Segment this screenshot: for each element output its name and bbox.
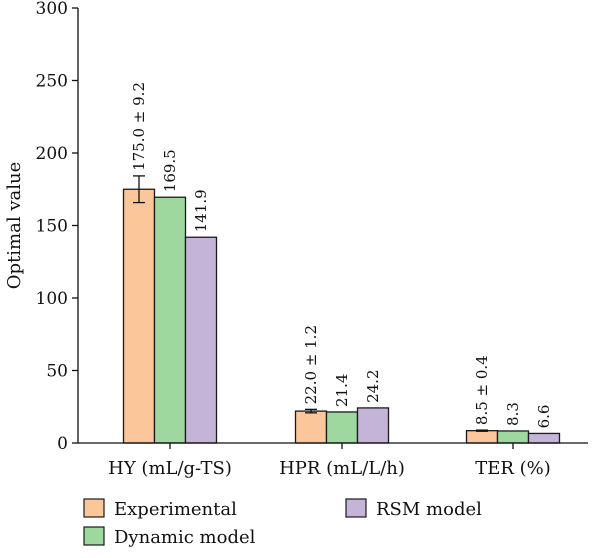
legend-swatch [345,498,367,518]
data-label: 141.9 [192,189,210,232]
data-label: 175.0 ± 9.2 [130,82,148,171]
legend-swatch [83,498,105,518]
legend-swatch [83,526,105,546]
data-labels-layer: 175.0 ± 9.2 22.0 ± 1.2 8.5 ± 0.4 169.5 21.4 8… [130,82,553,428]
data-label: 6.6 [535,405,553,429]
x-tick-label: HPR (mL/L/h) [279,458,405,479]
y-axis-title: Optimal value [4,162,25,289]
x-tick-label: TER (%) [475,458,551,479]
bar-dynamic-model-2 [496,430,530,444]
y-tick-label: 300 [36,0,68,19]
legend-label: RSM model [376,499,482,520]
y-tick-label: 100 [36,289,68,309]
data-label: 8.3 [504,402,522,426]
y-tick-label: 250 [36,72,68,92]
bar-dynamic-model-0 [153,196,187,444]
x-tick-label: HY (mL/g-TS) [108,458,232,479]
bar-rsm-model-2 [527,432,561,444]
bars-layer [122,175,561,444]
y-tick-label: 50 [46,362,68,382]
data-label: 169.5 [161,149,179,192]
bar-dynamic-model-1 [325,411,359,444]
legend: Experimental Dynamic model RSM model [83,498,482,548]
y-tick-label: 200 [36,144,68,164]
legend-label: Dynamic model [114,527,256,548]
y-tick-label: 0 [57,434,68,454]
bar-rsm-model-1 [356,407,390,444]
axes-layer: 0 50 100 150 200 250 300 HY (mL/g-TS) HPR (mL/L/… [4,0,588,479]
bar-experimental-2 [465,430,499,444]
data-label: 22.0 ± 1.2 [302,325,320,404]
legend-label: Experimental [114,499,237,520]
bar-experimental-0 [122,188,156,444]
data-label: 24.2 [364,370,382,403]
data-label: 21.4 [333,374,351,407]
y-tick-label: 150 [36,217,68,237]
data-label: 8.5 ± 0.4 [473,355,491,425]
bar-experimental-1 [294,410,328,444]
bar-rsm-model-0 [184,236,218,444]
